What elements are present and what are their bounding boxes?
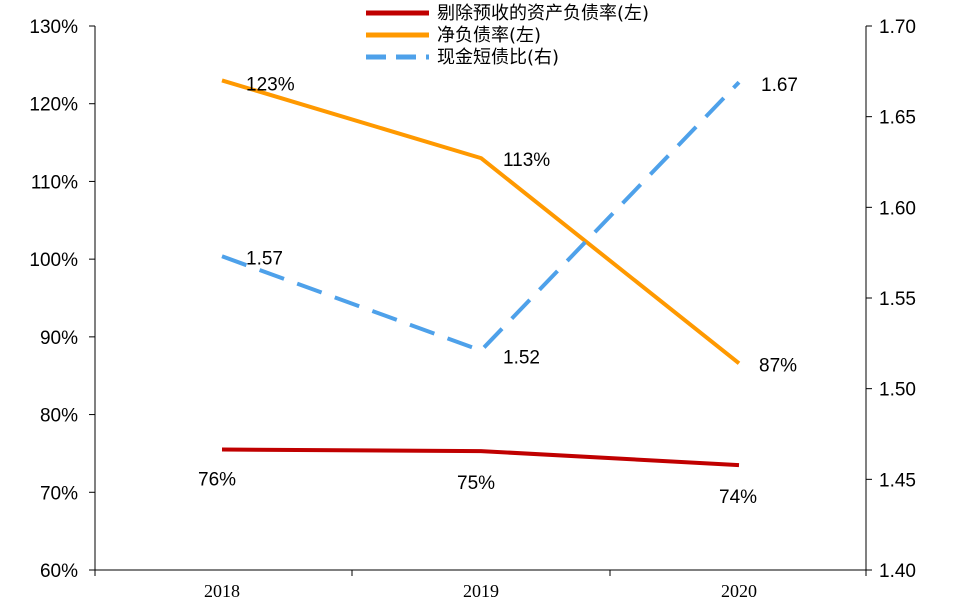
legend-label-3: 现金短债比(右) — [437, 47, 559, 68]
right-tick-label: 1.50 — [879, 380, 916, 401]
data-label: 74% — [719, 487, 757, 508]
data-labels: 76% 75% 74% 123% 113% 87% 1.57 1.52 1.67 — [198, 74, 798, 508]
legend-label-1: 剔除预收的资产负债率(左) — [437, 3, 649, 24]
left-tick-label: 100% — [29, 250, 78, 271]
left-tick-label: 60% — [40, 561, 78, 582]
right-tick-label: 1.70 — [879, 17, 916, 38]
left-tick-label: 120% — [29, 95, 78, 116]
right-tick-label: 1.45 — [879, 470, 916, 491]
left-tick-label: 130% — [29, 17, 78, 38]
x-tick-label: 2018 — [204, 581, 240, 601]
data-label: 1.67 — [761, 75, 798, 96]
axes: 60% 70% 80% 90% 100% 110% 120% 130% 1.40 1.45 1.50… — [29, 17, 916, 601]
right-tick-label: 1.55 — [879, 289, 916, 310]
x-tick-label: 2019 — [463, 581, 499, 601]
left-tick-label: 70% — [40, 483, 78, 504]
left-tick-label: 80% — [40, 406, 78, 427]
data-label: 1.57 — [246, 248, 283, 269]
data-label: 113% — [503, 150, 550, 171]
legend-label-2: 净负债率(左) — [437, 25, 541, 46]
series-line-2 — [221, 78, 741, 365]
data-label: 75% — [457, 473, 495, 494]
right-tick-label: 1.65 — [879, 108, 916, 129]
left-tick-label: 110% — [31, 172, 78, 193]
series-layer — [221, 78, 741, 468]
x-tick-label: 2020 — [721, 581, 757, 601]
data-label: 123% — [246, 74, 295, 95]
right-tick-label: 1.60 — [879, 198, 916, 219]
right-tick-label: 1.40 — [879, 561, 916, 582]
data-label: 87% — [759, 355, 797, 376]
data-label: 76% — [198, 470, 236, 491]
data-label: 1.52 — [503, 348, 540, 369]
series-line-1 — [221, 447, 740, 468]
left-tick-label: 90% — [40, 328, 78, 349]
legend: 剔除预收的资产负债率(左)净负债率(左)现金短债比(右) — [366, 3, 649, 68]
series-line-3 — [221, 80, 741, 353]
